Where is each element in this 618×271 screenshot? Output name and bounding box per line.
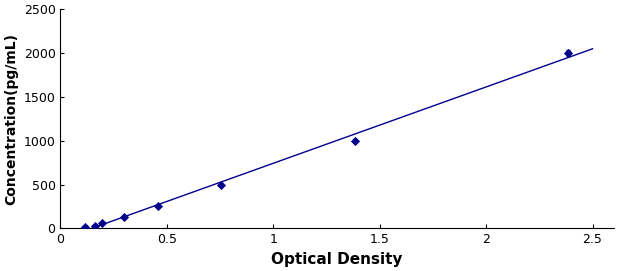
- Y-axis label: Concentration(pg/mL): Concentration(pg/mL): [4, 33, 18, 205]
- X-axis label: Optical Density: Optical Density: [271, 252, 403, 267]
